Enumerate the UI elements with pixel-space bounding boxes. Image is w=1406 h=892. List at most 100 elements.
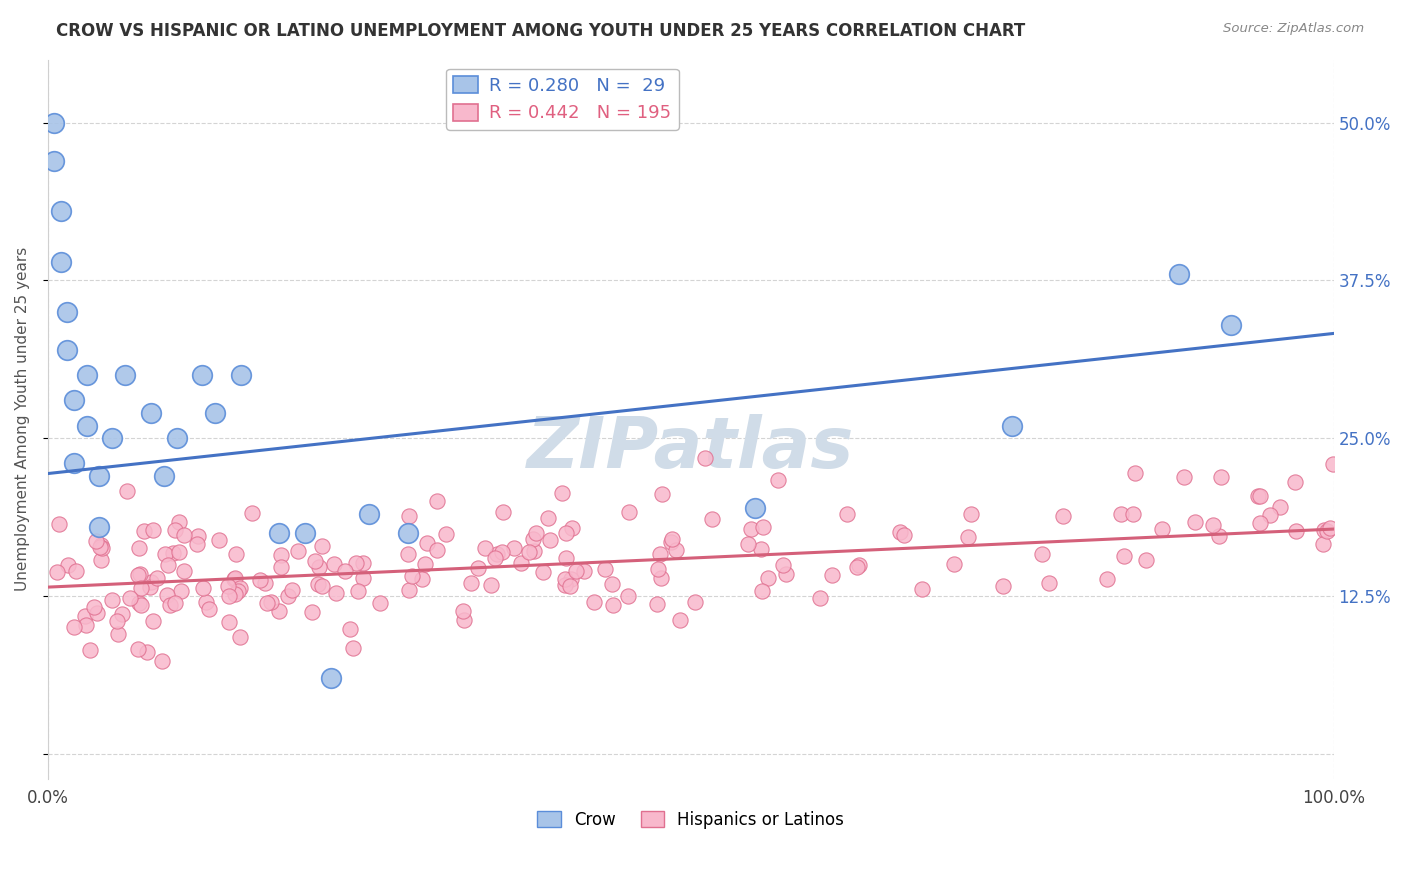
Point — [163, 596, 186, 610]
Point — [1095, 572, 1118, 586]
Point — [229, 368, 252, 383]
Point — [583, 595, 606, 609]
Point — [311, 579, 333, 593]
Point — [426, 493, 449, 508]
Point — [1038, 575, 1060, 590]
Point — [89, 540, 111, 554]
Point — [1258, 508, 1281, 522]
Point — [162, 547, 184, 561]
Point — [1316, 524, 1339, 538]
Point — [187, 529, 209, 543]
Point — [693, 450, 716, 465]
Legend: Crow, Hispanics or Latinos: Crow, Hispanics or Latinos — [530, 804, 851, 835]
Point — [1031, 547, 1053, 561]
Point — [195, 595, 218, 609]
Point — [90, 539, 112, 553]
Point — [502, 541, 524, 555]
Point — [138, 580, 160, 594]
Point — [198, 601, 221, 615]
Point — [127, 567, 149, 582]
Point — [1285, 524, 1308, 538]
Point — [105, 614, 128, 628]
Point — [56, 343, 79, 357]
Point — [173, 564, 195, 578]
Point — [76, 368, 98, 383]
Point — [159, 598, 181, 612]
Point — [531, 566, 554, 580]
Point — [229, 630, 252, 644]
Point — [415, 558, 437, 572]
Point — [1219, 318, 1241, 332]
Point — [253, 576, 276, 591]
Point — [617, 589, 640, 603]
Point — [342, 640, 364, 655]
Point — [1122, 507, 1144, 521]
Point — [398, 582, 420, 597]
Point — [44, 153, 66, 168]
Point — [650, 571, 672, 585]
Point — [752, 519, 775, 533]
Point — [700, 512, 723, 526]
Point — [479, 578, 502, 592]
Point — [89, 519, 111, 533]
Point — [524, 526, 547, 541]
Point — [89, 469, 111, 483]
Point — [352, 571, 374, 585]
Point — [344, 557, 367, 571]
Point — [737, 537, 759, 551]
Point — [224, 587, 246, 601]
Point — [217, 579, 239, 593]
Point — [1125, 466, 1147, 480]
Point — [910, 582, 932, 597]
Point — [44, 116, 66, 130]
Point — [416, 536, 439, 550]
Point — [63, 620, 86, 634]
Point — [565, 564, 588, 578]
Point — [665, 543, 688, 558]
Point — [1052, 509, 1074, 524]
Point — [491, 545, 513, 559]
Point — [889, 524, 911, 539]
Point — [301, 605, 323, 619]
Point — [554, 525, 576, 540]
Point — [142, 523, 165, 537]
Point — [619, 505, 641, 519]
Point — [1001, 418, 1024, 433]
Point — [186, 536, 208, 550]
Point — [135, 645, 157, 659]
Point — [167, 545, 190, 559]
Point — [146, 571, 169, 585]
Point — [523, 544, 546, 558]
Text: Source: ZipAtlas.com: Source: ZipAtlas.com — [1223, 22, 1364, 36]
Point — [156, 588, 179, 602]
Point — [1202, 518, 1225, 533]
Point — [218, 589, 240, 603]
Point — [1313, 523, 1336, 537]
Point — [276, 590, 298, 604]
Point — [170, 583, 193, 598]
Point — [270, 560, 292, 574]
Point — [647, 561, 669, 575]
Point — [48, 516, 70, 531]
Point — [308, 559, 330, 574]
Point — [129, 582, 152, 596]
Point — [821, 568, 844, 582]
Point — [86, 606, 108, 620]
Point — [1284, 475, 1306, 490]
Point — [411, 572, 433, 586]
Point — [848, 558, 870, 572]
Point — [492, 505, 515, 519]
Point — [153, 547, 176, 561]
Point — [645, 598, 668, 612]
Point — [396, 525, 419, 540]
Point — [401, 569, 423, 583]
Point — [142, 614, 165, 628]
Point — [304, 554, 326, 568]
Point — [62, 457, 84, 471]
Point — [173, 528, 195, 542]
Point — [83, 600, 105, 615]
Point — [668, 613, 690, 627]
Point — [204, 406, 226, 420]
Point — [120, 591, 142, 605]
Point — [1268, 500, 1291, 515]
